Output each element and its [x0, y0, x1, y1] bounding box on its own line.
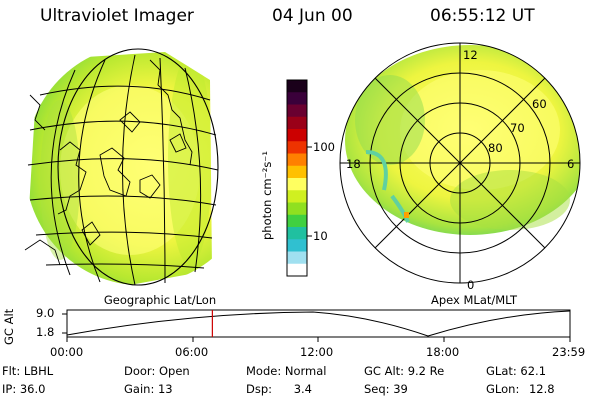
altitude-xtick-0600: 06:00	[175, 345, 209, 359]
door-value: Open	[158, 364, 190, 378]
mlt-label-noon: 12	[463, 48, 478, 62]
gain-value: 13	[157, 382, 173, 396]
gain-info: Gain: 13	[124, 382, 173, 396]
gcalt-info: GC Alt: 9.2 Re	[364, 364, 444, 378]
seq-label: Seq:	[364, 382, 390, 396]
ip-info: IP: 36.0	[2, 382, 45, 396]
instrument-title: Ultraviolet Imager	[40, 6, 194, 26]
mlat-label-70: 70	[510, 121, 525, 135]
glon-label: GLon:	[486, 382, 520, 396]
altitude-xtick-1200: 12:00	[300, 345, 334, 359]
colorbar-band	[287, 251, 307, 265]
mode-info: Mode: Normal	[246, 364, 326, 378]
colorbar-band	[287, 116, 307, 130]
colorbar-band	[287, 92, 307, 105]
geographic-map	[24, 48, 219, 286]
glat-value: 62.1	[520, 364, 547, 378]
altitude-axis-label: GC Alt	[2, 308, 16, 345]
dsp-value: 3.4	[293, 382, 312, 396]
mlt-label-midnight: 0	[467, 278, 474, 292]
colorbar-band	[287, 129, 307, 142]
mlt-label-dusk: 18	[346, 157, 361, 171]
colorbar-band	[287, 153, 307, 167]
gain-label: Gain:	[124, 382, 155, 396]
colorbar-band	[287, 178, 307, 191]
colorbar-band	[287, 165, 307, 179]
colorbar-band	[287, 104, 307, 118]
filter-label: Flt:	[2, 364, 21, 378]
glat-info: GLat: 62.1	[486, 364, 546, 378]
door-label: Door:	[124, 364, 156, 378]
colorbar-band	[287, 227, 307, 240]
seq-value: 39	[393, 382, 408, 396]
dsp-label: Dsp:	[246, 382, 273, 396]
mlat-label-80: 80	[488, 141, 503, 155]
colorbar-unit-label: photon cm⁻²s⁻¹	[260, 151, 274, 240]
colorbar-band	[287, 263, 307, 277]
mode-value: Normal	[284, 364, 327, 378]
mode-label: Mode:	[246, 364, 282, 378]
mlt-label-dawn: 6	[567, 157, 574, 171]
altitude-ytick-bottom: 1.8	[36, 325, 55, 339]
ip-label: IP:	[2, 382, 17, 396]
colorbar-band	[287, 141, 307, 154]
seq-info: Seq: 39	[364, 382, 408, 396]
observation-time: 06:55:12 UT	[430, 6, 535, 26]
gcalt-label: GC Alt:	[364, 364, 405, 378]
mlat-label-60: 60	[532, 97, 547, 111]
altitude-strip	[62, 309, 571, 342]
altitude-xtick-2359: 23:59	[552, 345, 586, 359]
glon-info: GLon: 12.8	[486, 382, 555, 396]
photon-flux-colorbar	[287, 80, 307, 277]
ip-value: 36.0	[19, 382, 46, 396]
glat-label: GLat:	[486, 364, 517, 378]
altitude-ytick-top: 9.0	[36, 306, 55, 320]
door-info: Door: Open	[124, 364, 190, 378]
apex-polar-map: 60 70 80 12 18 6 0	[339, 42, 581, 292]
observation-date: 04 Jun 00	[272, 6, 353, 26]
filter-value: LBHL	[23, 364, 54, 378]
colorbar-band	[287, 239, 307, 252]
colorbar-label-10: 10	[313, 229, 328, 243]
colorbar-band	[287, 190, 307, 203]
geographic-map-caption: Geographic Lat/Lon	[104, 293, 216, 307]
colorbar-band	[287, 214, 307, 228]
filter-info: Flt: LBHL	[2, 364, 53, 378]
apex-map-caption: Apex MLat/MLT	[431, 293, 518, 307]
colorbar-frame	[286, 79, 308, 277]
altitude-xtick-1800: 18:00	[426, 345, 460, 359]
colorbar-label-100: 100	[313, 140, 335, 154]
colorbar-band	[287, 80, 307, 93]
altitude-xtick-0000: 00:00	[50, 345, 84, 359]
colorbar-band	[287, 202, 307, 216]
gcalt-value: 9.2 Re	[407, 364, 445, 378]
dsp-info: Dsp: 3.4	[246, 382, 312, 396]
glon-value: 12.8	[528, 382, 555, 396]
